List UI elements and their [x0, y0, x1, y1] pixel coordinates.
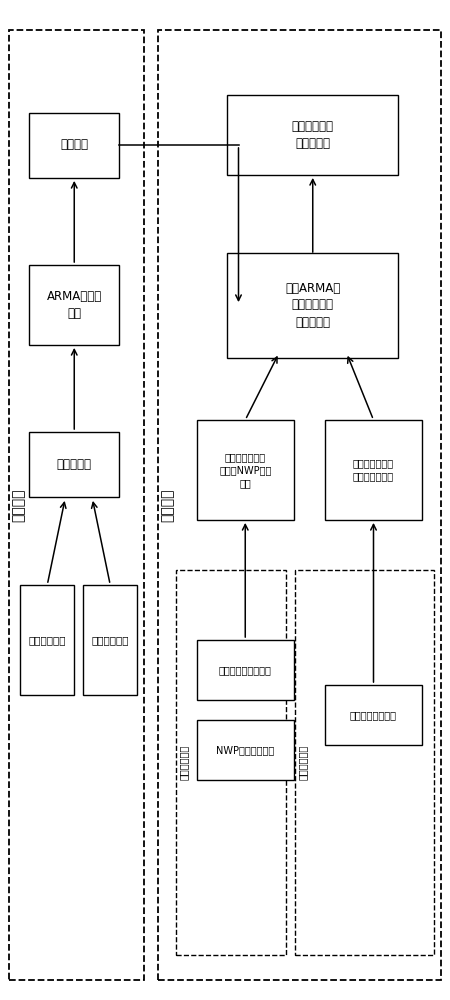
Text: 历史功率数据: 历史功率数据 — [91, 635, 129, 645]
Text: 资源监测数据实
时校正NWP预测
结果: 资源监测数据实 时校正NWP预测 结果 — [219, 452, 271, 488]
Text: 资源监测系统: 资源监测系统 — [179, 745, 189, 780]
Bar — [158, 30, 441, 980]
Bar — [227, 252, 398, 358]
Text: 基于ARMA的
光伏发电功率
超短期预测: 基于ARMA的 光伏发电功率 超短期预测 — [285, 282, 340, 328]
Text: 功率预测: 功率预测 — [160, 488, 175, 522]
Bar — [197, 640, 294, 700]
Bar — [29, 265, 119, 345]
Bar — [176, 570, 286, 955]
Bar — [227, 95, 398, 175]
Bar — [197, 720, 294, 780]
Text: 数据预处理: 数据预处理 — [57, 458, 92, 472]
Text: 短期预测结果
输出及展示: 短期预测结果 输出及展示 — [292, 120, 334, 150]
Text: 运行监测系统: 运行监测系统 — [298, 745, 308, 780]
Text: 历史辐射数据: 历史辐射数据 — [28, 635, 66, 645]
Bar — [197, 420, 294, 520]
Bar — [325, 420, 422, 520]
Text: NWP预测辐射数据: NWP预测辐射数据 — [216, 745, 274, 755]
Text: ARMA分类器
训练: ARMA分类器 训练 — [47, 290, 102, 320]
Bar — [325, 685, 422, 745]
Text: 光伏监测系统数据: 光伏监测系统数据 — [350, 710, 397, 720]
Bar — [29, 432, 119, 497]
Text: 光资源监测系统数据: 光资源监测系统数据 — [219, 665, 272, 675]
Text: 模型建立: 模型建立 — [60, 138, 88, 151]
Text: 模型训练: 模型训练 — [12, 488, 26, 522]
Bar — [83, 585, 137, 695]
Bar — [9, 30, 144, 980]
Bar — [20, 585, 74, 695]
Bar — [29, 112, 119, 178]
Text: 运行监测数据实
时校正开机容量: 运行监测数据实 时校正开机容量 — [353, 458, 394, 482]
Bar — [295, 570, 434, 955]
